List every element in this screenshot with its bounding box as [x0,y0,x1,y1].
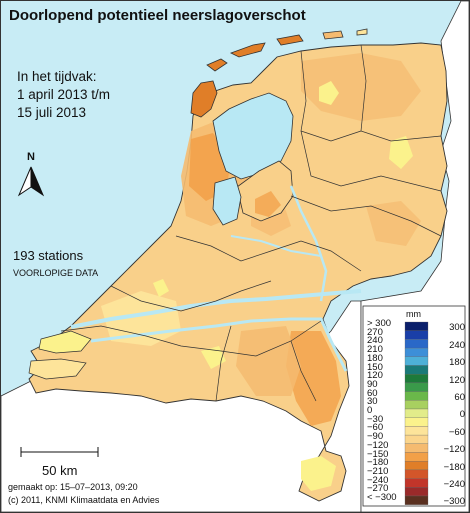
map-title: Doorlopend potentieel neerslagoverschot [9,7,306,24]
legend-right-label: −180 [443,461,465,473]
wadden-island-vlieland [206,58,228,72]
surplus-zone [301,456,336,491]
legend-swatch [404,408,429,418]
wadden-island-terschelling [229,42,266,58]
legend-swatch [404,321,429,331]
legend-right-label: 300 [449,322,465,334]
period-line-1: In het tijdvak: [17,69,97,84]
legend-right-label: 120 [449,374,465,386]
legend-right-label: −300 [443,496,465,508]
scale-label: 50 km [42,463,78,478]
flevoland-deficit [255,191,281,217]
river-rhine-waal [70,289,362,329]
legend-swatch [404,478,429,488]
station-count: 193 stations [13,248,84,263]
legend-swatch [404,443,429,453]
legend-left-label: 270 [367,326,383,338]
zeeland-island [28,358,87,380]
legend-swatch [404,347,429,357]
scale-bar [20,447,99,457]
zeeland-island [38,330,92,354]
legend-left-label: 240 [367,335,383,347]
made-on-text: gemaakt op: 15–07–2013, 09:20 [8,482,138,492]
deficit-zone [366,201,421,246]
legend-right-label: 240 [449,339,465,351]
legend-left-label: 120 [367,370,383,382]
legend-swatch [404,382,429,392]
wadden-island-rottumeroog [356,28,368,36]
legend-swatch [404,417,429,427]
legend-swatch [404,391,429,401]
wadden-island-texel [190,80,218,118]
copyright-text: (c) 2011, KNMI Klimaatdata en Advies [8,495,160,505]
legend-left-label: 90 [367,378,378,390]
legend-left-label: −150 [367,448,389,460]
period-line-2: 1 april 2013 t/m [17,87,111,102]
legend-swatch [404,356,429,366]
legend-swatch [404,374,429,384]
preliminary-note: VOORLOPIGE DATA [13,268,99,278]
legend-left-label: 30 [367,396,378,408]
legend-left-label: −60 [367,422,384,434]
ijsselmeer [212,92,294,180]
province-borders [60,44,442,402]
legend-swatch [404,495,429,505]
wadden-island-schiermonnikoog [322,30,344,40]
legend-right-label: 60 [454,392,465,403]
river-ijssel [289,185,328,302]
legend-swatch [404,365,429,375]
legend-swatch [404,400,429,410]
legend-right-label: 180 [449,357,465,369]
legend-left-label: −240 [367,474,389,486]
legend-left-label: −210 [367,465,389,477]
surplus-zone [319,81,339,105]
legend-left-label: 210 [367,344,383,356]
legend-left-label: > 300 [367,318,392,329]
legend-left-label: −270 [367,483,389,495]
legend-unit: mm [406,309,421,319]
legend-swatch [404,452,429,462]
surplus-zone [201,346,226,369]
legend-swatch [404,426,429,436]
legend-swatch [404,487,429,497]
legend-left-label: −120 [367,439,389,451]
legend-left-label: 150 [367,361,383,373]
legend-left-label: −180 [367,457,389,469]
surplus-zone [389,136,413,169]
legend-left-label: 60 [367,387,378,399]
legend-right-label: 0 [459,409,465,421]
north-label: N [27,151,35,163]
deficit-zone [286,331,341,426]
legend-right-label: −240 [443,479,465,490]
legend-swatch [404,469,429,479]
legend-right-label: −60 [448,426,465,438]
legend-swatch [404,461,429,471]
legend-left-label: −90 [367,431,384,443]
legend-left-label: −30 [367,413,384,425]
north-arrow-icon [17,166,45,197]
markermeer [212,176,242,226]
wadden-island-ameland [276,34,304,46]
river-maas [90,317,348,372]
legend-swatches [404,321,429,505]
river-north [230,235,322,257]
period-text: In het tijdvak: 1 april 2013 t/m 15 juli… [17,68,110,122]
legend-left-label: 0 [367,405,373,416]
legend-left-label: < −300 [367,492,397,503]
legend-right-label: −120 [443,444,465,456]
legend-swatch [404,330,429,340]
legend-left-label: 180 [367,352,383,364]
period-line-3: 15 juli 2013 [17,105,87,120]
legend-swatch [404,434,429,444]
surplus-zone [153,279,169,297]
legend-swatch [404,339,429,349]
